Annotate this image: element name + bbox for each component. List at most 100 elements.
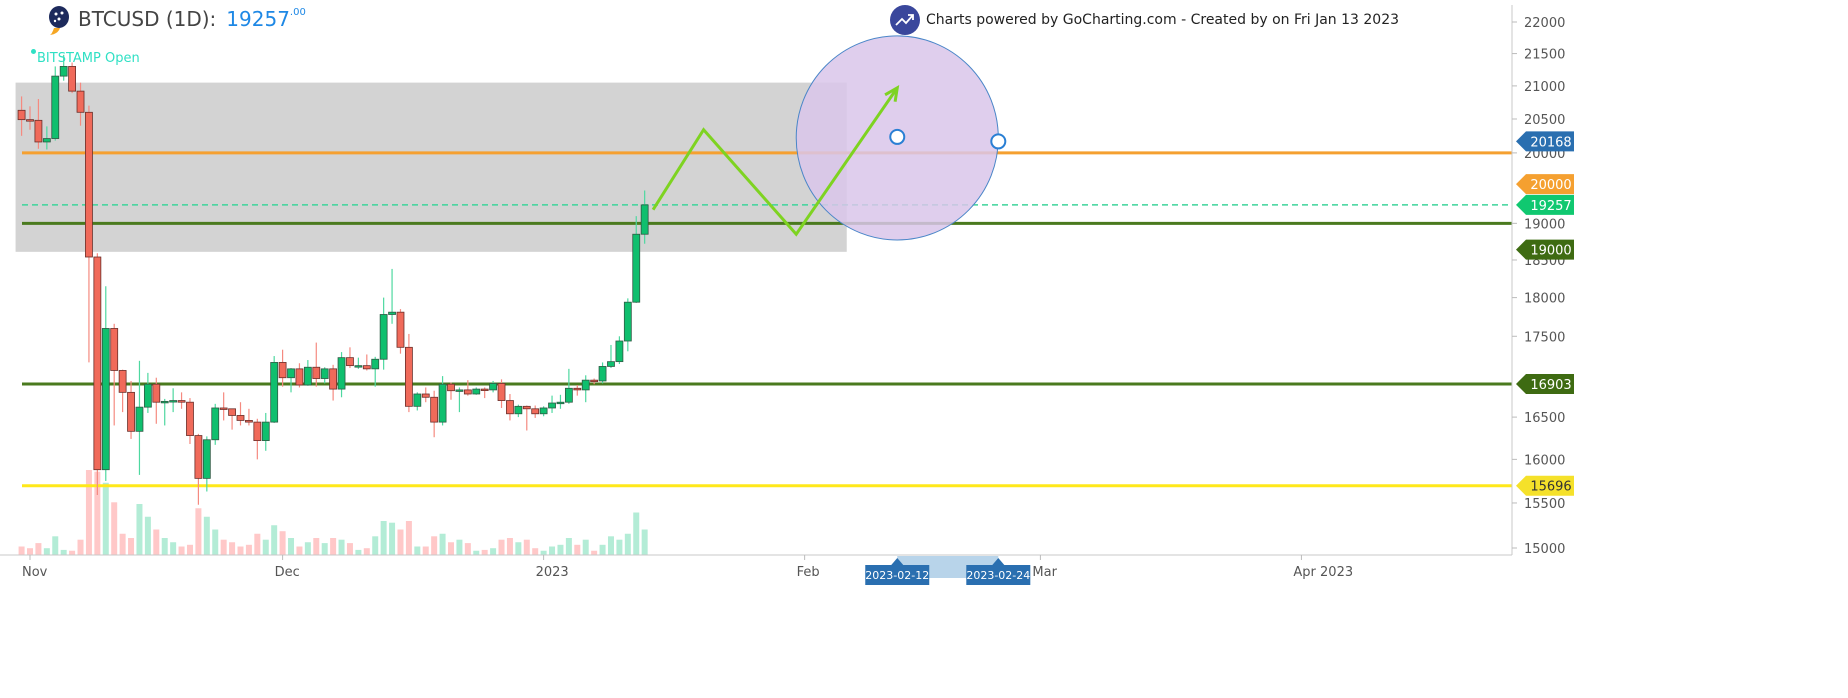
price-tag-20000[interactable] <box>1516 174 1574 195</box>
candle-body <box>34 119 43 143</box>
volume-bar <box>69 550 76 555</box>
candle <box>93 253 102 496</box>
price-tick-label: 18000 <box>1524 292 1565 307</box>
circle-edge-handle[interactable] <box>990 133 1007 150</box>
candle <box>160 398 169 426</box>
time-tick-label: Nov <box>22 565 48 580</box>
candle <box>632 216 641 303</box>
candle <box>548 395 556 413</box>
candle-body <box>489 382 498 391</box>
candle-body <box>623 301 632 342</box>
time-marker-pointer <box>891 558 904 565</box>
volume-bar <box>203 516 210 555</box>
candle <box>404 333 413 413</box>
candle-body <box>160 400 169 404</box>
candle <box>143 372 152 413</box>
volume-bar <box>591 550 598 555</box>
volume-bar <box>464 543 471 555</box>
volume-bar <box>136 504 143 555</box>
candle-body <box>135 406 144 432</box>
time-marker-label: 2023-02-12 <box>865 569 929 582</box>
candle-body <box>85 111 93 258</box>
candle <box>101 286 110 481</box>
zigzag-path[interactable] <box>651 87 899 237</box>
volume-bar <box>565 538 572 555</box>
volume-bar <box>237 546 244 555</box>
price-tag-16903-label: 16903 <box>1530 378 1571 393</box>
candle-body <box>438 383 447 423</box>
candle <box>135 360 144 475</box>
price-integer: 19257 <box>226 7 290 31</box>
candle-body <box>278 362 287 379</box>
time-tick-label: Dec <box>275 565 300 580</box>
candle <box>640 190 649 244</box>
volume-bar <box>161 538 168 555</box>
volume-bar <box>456 539 463 555</box>
volume-bar <box>422 546 429 555</box>
candle <box>312 342 321 387</box>
volume-bar <box>195 508 202 555</box>
volume-bar <box>498 539 505 555</box>
volume-bar <box>271 525 278 555</box>
time-marker-pointer <box>992 558 1005 565</box>
price-tag-19000[interactable] <box>1516 239 1574 260</box>
candle-body <box>531 408 540 415</box>
volume-bar <box>85 470 92 555</box>
zone-rectangle[interactable] <box>15 82 847 252</box>
candle-body <box>26 119 34 122</box>
volume-bar <box>144 516 151 555</box>
candle-body <box>303 366 312 386</box>
candle <box>152 377 161 424</box>
candle <box>169 388 178 413</box>
candle <box>379 297 388 370</box>
time-marker-tag[interactable] <box>865 565 930 585</box>
exchange-logo-icon <box>49 6 69 35</box>
candle-body <box>118 370 127 393</box>
candle <box>194 433 203 505</box>
volume-bar <box>448 542 454 555</box>
candle-body <box>514 405 523 415</box>
candle <box>438 376 447 426</box>
candle-body <box>143 383 152 408</box>
candle-body <box>76 90 85 113</box>
volume-bar <box>582 539 589 555</box>
volume-bar <box>523 539 530 555</box>
price-tick-label: 16000 <box>1524 453 1565 468</box>
candle-body <box>101 328 110 471</box>
time-tick-label: Apr 2023 <box>1293 565 1353 580</box>
volume-bar <box>321 543 328 555</box>
volume-bar <box>128 538 135 555</box>
volume-bar <box>170 542 177 555</box>
candle-body <box>556 401 565 405</box>
price-tag-circle[interactable] <box>1516 131 1574 152</box>
volume-bar <box>279 531 286 555</box>
circle-center-handle[interactable] <box>889 128 906 145</box>
candle <box>320 367 329 384</box>
candle-body <box>253 421 262 442</box>
candle <box>295 363 304 388</box>
volume-bar <box>18 546 25 555</box>
price-tag-19000-label: 19000 <box>1530 244 1571 259</box>
volume-bar <box>119 533 126 555</box>
volume-bar <box>94 471 101 555</box>
credit-text: Charts powered by GoCharting.com - Creat… <box>926 12 1400 28</box>
candle <box>539 406 548 417</box>
candle <box>362 354 371 371</box>
candle <box>489 380 498 393</box>
price-tick-label: 21500 <box>1524 48 1565 63</box>
volume-bar <box>346 543 353 555</box>
trending-up-icon[interactable] <box>890 5 920 35</box>
volume-bar <box>405 521 412 555</box>
candle <box>556 394 565 409</box>
candle <box>455 387 464 413</box>
candle <box>59 54 68 81</box>
volume-bar <box>372 536 379 555</box>
candle <box>110 323 119 426</box>
price-tag-15696[interactable] <box>1516 475 1574 496</box>
volume-bar <box>245 544 252 555</box>
price-tag-16903[interactable] <box>1516 373 1574 394</box>
time-marker-tag[interactable] <box>966 565 1031 585</box>
candle-body <box>194 435 203 479</box>
price-tag-19257[interactable] <box>1516 194 1574 215</box>
